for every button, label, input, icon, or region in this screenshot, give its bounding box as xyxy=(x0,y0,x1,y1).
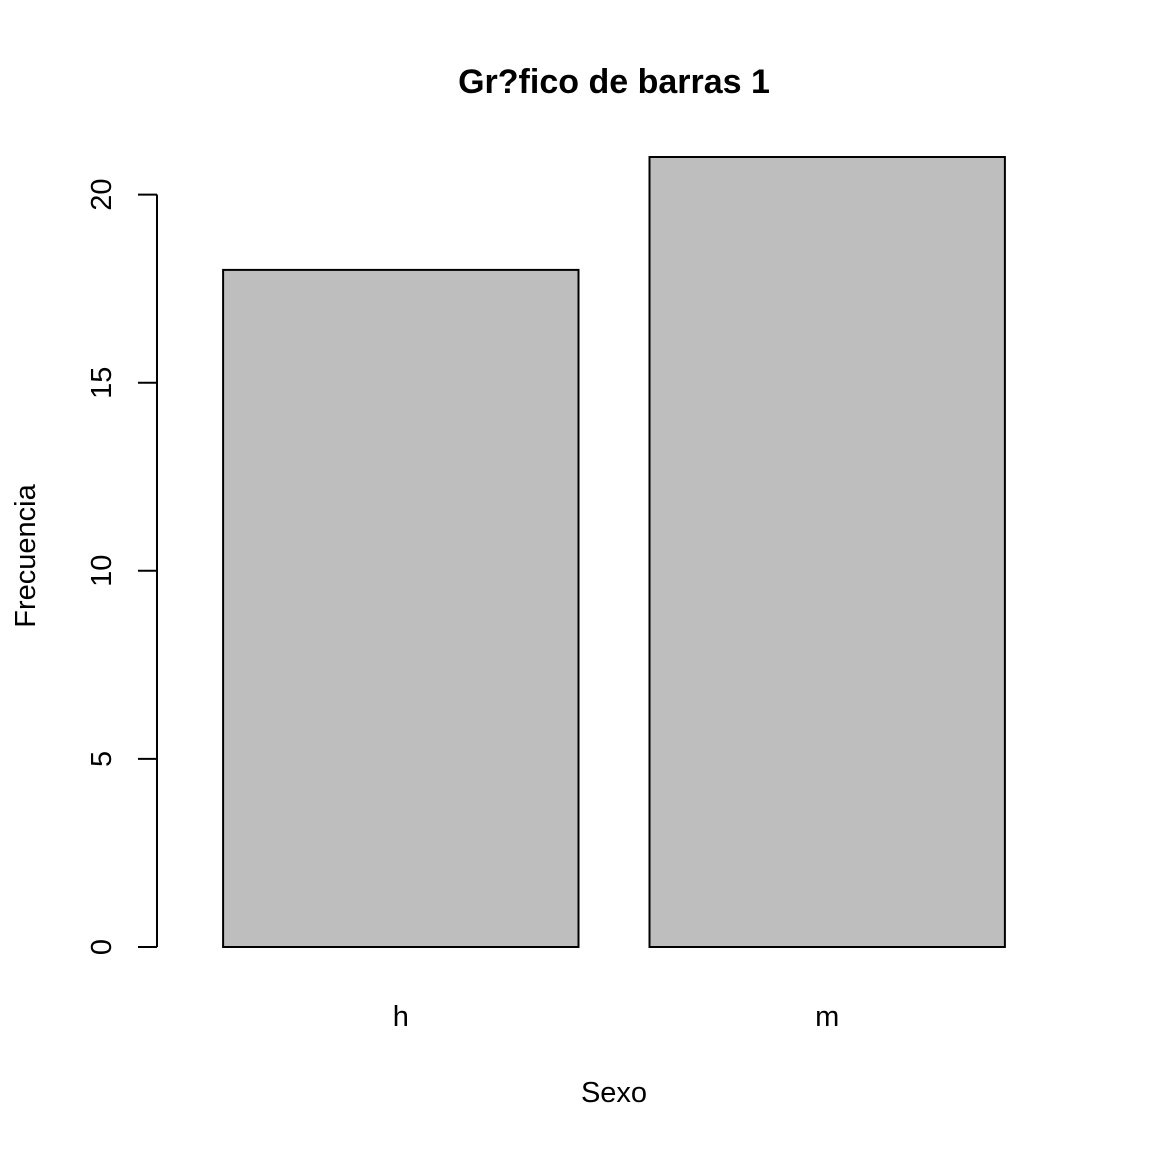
bars-group xyxy=(222,156,1006,948)
y-tick-label-5: 5 xyxy=(86,751,118,767)
bar-m xyxy=(648,156,1006,948)
y-tick-label-10: 10 xyxy=(86,555,118,587)
y-tick-label-15: 15 xyxy=(86,367,118,399)
y-axis: 0 5 10 15 20 xyxy=(86,178,158,955)
chart-title: Gr?fico de barras 1 xyxy=(458,63,770,101)
y-axis-label: Frecuencia xyxy=(10,483,42,627)
y-tick-label-0: 0 xyxy=(86,939,118,955)
bar-h xyxy=(222,268,580,948)
y-tick-label-20: 20 xyxy=(86,178,118,210)
x-tick-label-m: m xyxy=(815,1001,839,1033)
x-axis-label: Sexo xyxy=(581,1077,647,1109)
x-tick-label-h: h xyxy=(393,1001,409,1033)
